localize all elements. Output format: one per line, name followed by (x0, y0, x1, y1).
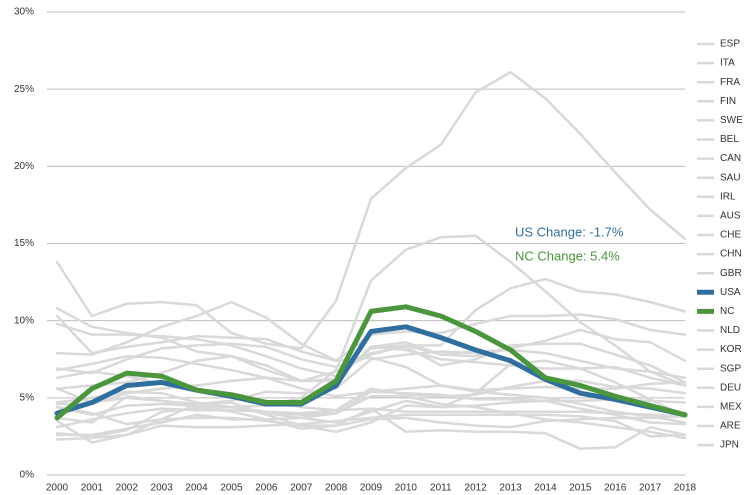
x-tick-label: 2008 (325, 483, 348, 494)
legend-label: CHE (720, 230, 741, 241)
legend-label: SWE (720, 115, 743, 126)
annotation: US Change: -1.7% (515, 224, 624, 239)
x-tick-label: 2007 (290, 483, 313, 494)
series-line (55, 390, 687, 437)
series-line (55, 277, 687, 383)
annotation: NC Change: 5.4% (515, 248, 620, 263)
series-line (55, 70, 687, 350)
series-line (55, 342, 687, 384)
x-tick-label: 2000 (46, 483, 69, 494)
y-tick-label: 15% (14, 238, 34, 249)
legend-label: SGP (720, 363, 741, 374)
legend-label: IRL (720, 191, 736, 202)
x-tick-label: 2001 (81, 483, 104, 494)
legend-label: GBR (720, 268, 742, 279)
y-tick-label: 20% (14, 161, 34, 172)
x-tick-label: 2012 (465, 483, 488, 494)
legend-label: NLD (720, 325, 740, 336)
x-tick-label: 2005 (220, 483, 243, 494)
x-tick-label: 2016 (604, 483, 627, 494)
x-tick-label: 2018 (674, 483, 697, 494)
series-line (55, 405, 687, 429)
y-tick-label: 30% (14, 7, 34, 18)
legend-label: CHN (720, 249, 742, 260)
legend-label: ARE (720, 421, 741, 432)
series-line (54, 324, 688, 418)
x-tick-label: 2006 (255, 483, 278, 494)
legend-label: ESP (720, 39, 740, 50)
legend-label: BEL (720, 134, 739, 145)
x-tick-label: 2003 (151, 483, 174, 494)
series-line (55, 398, 687, 438)
x-tick-label: 2009 (360, 483, 383, 494)
series-line (55, 395, 687, 451)
y-tick-label: 5% (20, 392, 35, 403)
legend-label: DEU (720, 382, 741, 393)
series-line (55, 390, 687, 440)
x-tick-label: 2014 (534, 483, 557, 494)
legend-label: USA (720, 287, 741, 298)
series-line (54, 304, 688, 421)
x-tick-label: 2011 (430, 483, 452, 494)
y-tick-label: 10% (14, 315, 34, 326)
legend-label: FRA (720, 77, 740, 88)
legend-label: SAU (720, 172, 741, 183)
x-tick-label: 2002 (116, 483, 139, 494)
legend-label: NC (720, 306, 734, 317)
x-tick-label: 2004 (185, 483, 208, 494)
x-tick-label: 2010 (395, 483, 418, 494)
series-line (55, 300, 687, 424)
x-tick-label: 2013 (499, 483, 522, 494)
legend-label: FIN (720, 96, 736, 107)
legend-label: KOR (720, 344, 742, 355)
series-line (55, 413, 687, 441)
legend-label: ITA (720, 58, 735, 69)
legend-label: CAN (720, 153, 741, 164)
y-tick-label: 25% (14, 84, 34, 95)
legend-label: MEX (720, 402, 742, 413)
x-tick-label: 2017 (639, 483, 662, 494)
x-tick-label: 2015 (569, 483, 592, 494)
legend-label: JPN (720, 440, 739, 451)
y-tick-label: 0% (20, 470, 35, 481)
series-line (55, 234, 687, 417)
legend-label: AUS (720, 211, 741, 222)
